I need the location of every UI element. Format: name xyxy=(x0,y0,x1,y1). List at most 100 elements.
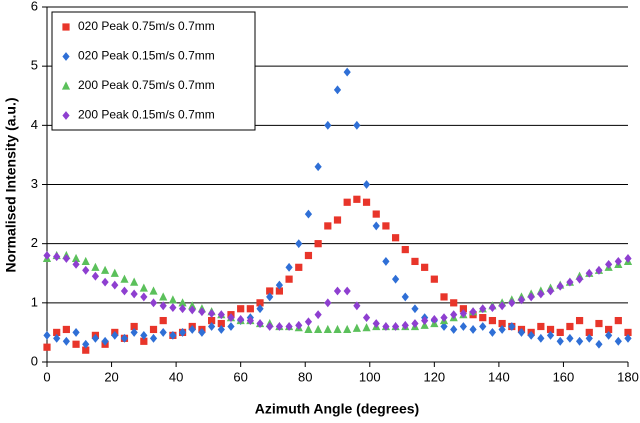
legend-label: 020 Peak 0.75m/s 0.7mm xyxy=(78,19,215,33)
legend-item: 020 Peak 0.75m/s 0.7mm xyxy=(62,19,215,33)
point xyxy=(110,268,119,277)
point xyxy=(120,333,129,343)
point xyxy=(508,298,516,308)
point xyxy=(353,195,361,203)
point xyxy=(333,286,342,296)
point xyxy=(169,330,177,340)
point xyxy=(140,337,148,345)
point xyxy=(614,316,622,325)
point xyxy=(81,256,90,266)
point xyxy=(343,286,351,296)
point xyxy=(91,262,100,271)
point xyxy=(159,292,168,301)
point xyxy=(53,328,61,337)
point xyxy=(217,325,225,334)
point xyxy=(43,343,51,351)
legend-marker xyxy=(62,23,70,31)
point xyxy=(178,328,187,337)
point xyxy=(382,257,390,266)
point xyxy=(624,333,632,343)
point xyxy=(208,322,216,331)
point xyxy=(62,325,70,334)
point xyxy=(488,316,497,325)
point xyxy=(411,319,419,328)
point xyxy=(71,253,81,263)
point xyxy=(314,324,323,334)
legend-label: 020 Peak 0.15m/s 0.7mm xyxy=(78,49,215,63)
point xyxy=(459,305,467,313)
legend-label: 200 Peak 0.15m/s 0.7mm xyxy=(78,108,215,122)
point xyxy=(275,322,283,331)
point xyxy=(537,289,545,299)
point xyxy=(459,322,467,331)
point xyxy=(595,265,603,275)
y-tick-label: 2 xyxy=(31,235,38,250)
point xyxy=(411,257,419,266)
point xyxy=(82,265,90,275)
point xyxy=(527,330,535,340)
point xyxy=(227,313,235,323)
point xyxy=(401,292,409,302)
point xyxy=(72,328,80,337)
point xyxy=(333,324,342,334)
point xyxy=(353,120,361,130)
y-tick-label: 4 xyxy=(31,117,38,132)
y-tick-label: 3 xyxy=(31,176,38,191)
point xyxy=(62,336,70,346)
point xyxy=(111,280,119,290)
point xyxy=(362,198,371,206)
x-axis-title: Azimuth Angle (degrees) xyxy=(255,401,419,417)
point xyxy=(605,325,613,334)
point xyxy=(304,209,313,219)
x-tick-label: 80 xyxy=(298,369,312,384)
point xyxy=(169,303,177,312)
point xyxy=(546,286,555,296)
point xyxy=(130,277,139,286)
point xyxy=(440,293,448,301)
point xyxy=(43,251,51,260)
point xyxy=(130,322,138,331)
point xyxy=(275,280,283,290)
y-tick-label: 1 xyxy=(31,294,38,309)
point xyxy=(91,271,100,281)
point xyxy=(595,319,603,328)
point xyxy=(527,292,535,302)
legend: 020 Peak 0.75m/s 0.7mm 020 Peak 0.15m/s 0… xyxy=(51,11,256,131)
point xyxy=(382,322,390,331)
point xyxy=(430,275,438,283)
point xyxy=(62,254,70,263)
point xyxy=(605,259,613,269)
point xyxy=(575,336,584,346)
legend-marker xyxy=(61,81,71,90)
point xyxy=(120,274,129,283)
point xyxy=(614,257,622,266)
legend-item: 200 Peak 0.75m/s 0.7mm xyxy=(61,78,215,92)
point xyxy=(556,328,564,337)
point xyxy=(101,265,110,274)
point xyxy=(314,162,322,172)
point xyxy=(304,324,313,334)
point xyxy=(178,304,187,314)
y-tick-label: 5 xyxy=(31,58,38,73)
point xyxy=(304,251,313,260)
point xyxy=(421,263,429,271)
point xyxy=(498,325,506,334)
point xyxy=(82,346,90,354)
point xyxy=(285,262,293,272)
point xyxy=(362,180,371,189)
point xyxy=(488,328,497,337)
y-axis-title: Normalised Intensity (a.u.) xyxy=(3,97,19,272)
x-tick-label: 180 xyxy=(617,369,639,384)
point xyxy=(246,316,254,325)
x-tick-label: 140 xyxy=(488,369,510,384)
point xyxy=(440,313,448,323)
legend-marker xyxy=(62,52,70,61)
point xyxy=(198,307,206,317)
point xyxy=(421,316,429,325)
point xyxy=(246,305,254,313)
point xyxy=(130,328,138,337)
point xyxy=(159,316,167,325)
point xyxy=(517,295,526,305)
point xyxy=(585,333,593,343)
point xyxy=(459,309,467,318)
